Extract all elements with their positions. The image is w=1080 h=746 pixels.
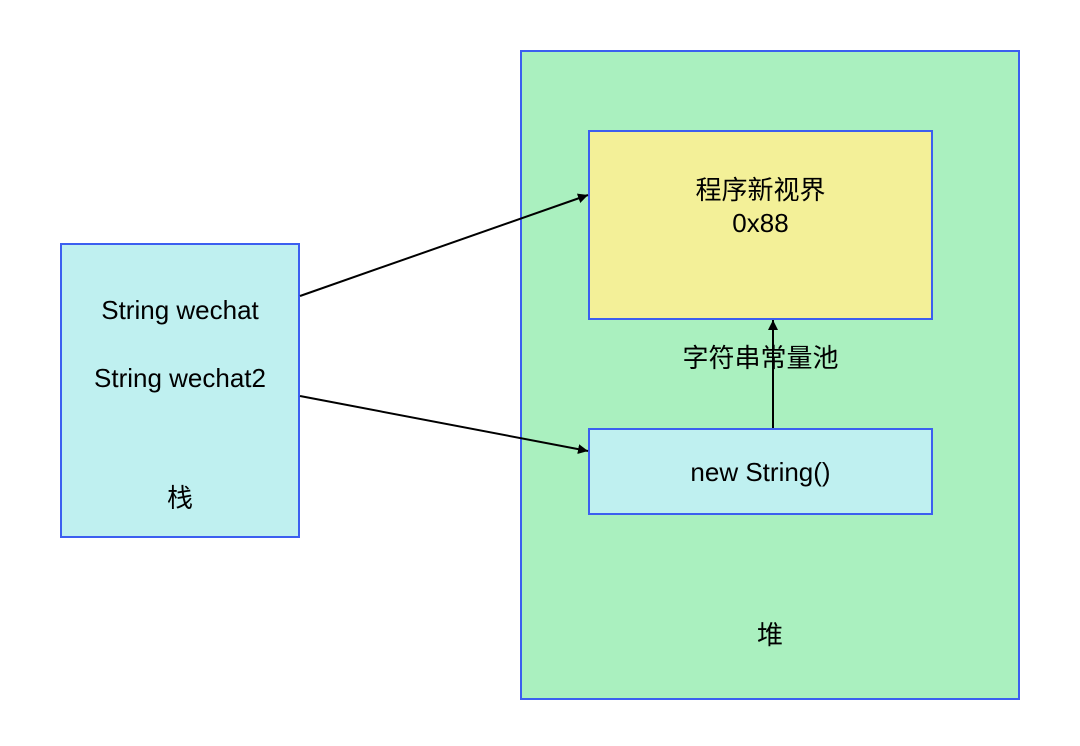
pool-caption: 字符串常量池 <box>682 338 838 375</box>
heap-label: 堆 <box>757 615 783 652</box>
new-string-label: new String() <box>690 457 830 488</box>
stack-footer: 栈 <box>167 478 193 515</box>
stack-line1: String wechat <box>101 295 259 326</box>
pool-line2: 0x88 <box>732 208 788 239</box>
pool-line1: 程序新视界 <box>695 170 825 207</box>
stack-line2: String wechat2 <box>94 363 266 394</box>
